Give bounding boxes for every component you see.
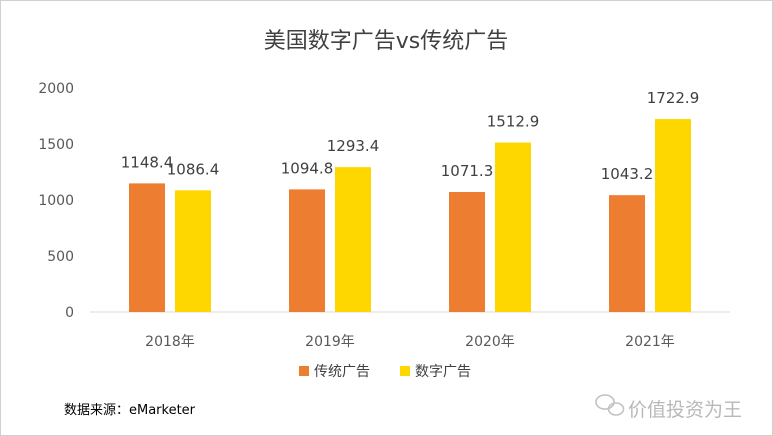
- data-label-digital-2: 1293.4: [327, 137, 380, 155]
- y-axis-labels: 0 500 1000 1500 2000: [38, 81, 74, 321]
- x-tick-label: 2019年: [305, 334, 355, 350]
- x-tick-label: 2021年: [625, 334, 675, 350]
- y-tick-label: 500: [47, 249, 74, 265]
- legend-label-traditional: 传统广告: [314, 364, 370, 380]
- watermark-text: 价值投资为王: [628, 399, 742, 421]
- legend-label-digital: 数字广告: [415, 364, 471, 380]
- bar-traditional-4: [609, 195, 645, 312]
- data-label-traditional-3: 1071.3: [441, 162, 494, 180]
- bar-traditional-2: [289, 189, 325, 312]
- bar-traditional-3: [449, 192, 485, 312]
- bar-digital-4: [655, 119, 691, 312]
- bar-digital-1: [175, 190, 211, 312]
- y-tick-label: 1500: [38, 137, 74, 153]
- data-label-traditional-1: 1148.4: [121, 153, 174, 171]
- data-label-digital-4: 1722.9: [647, 89, 700, 107]
- y-tick-label: 2000: [38, 81, 74, 97]
- bar-digital-3: [495, 142, 531, 312]
- x-tick-label: 2018年: [145, 334, 195, 350]
- y-tick-label: 1000: [38, 193, 74, 209]
- bar-traditional-1: [129, 183, 165, 312]
- data-label-digital-3: 1512.9: [487, 113, 540, 131]
- legend-swatch-digital: [400, 366, 410, 376]
- chart-title: 美国数字广告vs传统广告: [264, 29, 508, 54]
- x-axis-labels: 2018年 2019年 2020年 2021年: [145, 334, 675, 350]
- wechat-logo-icon: [595, 394, 625, 416]
- data-label-digital-1: 1086.4: [167, 160, 220, 178]
- bars: [129, 119, 691, 312]
- data-label-traditional-4: 1043.2: [601, 165, 654, 183]
- watermark: 价值投资为王: [595, 394, 742, 421]
- y-tick-label: 0: [65, 305, 74, 321]
- legend: 传统广告 数字广告: [299, 364, 471, 380]
- bar-digital-2: [335, 167, 371, 312]
- source-note: 数据来源：eMarketer: [64, 403, 196, 418]
- x-tick-label: 2020年: [465, 334, 515, 350]
- legend-swatch-traditional: [299, 366, 309, 376]
- data-label-traditional-2: 1094.8: [281, 159, 334, 177]
